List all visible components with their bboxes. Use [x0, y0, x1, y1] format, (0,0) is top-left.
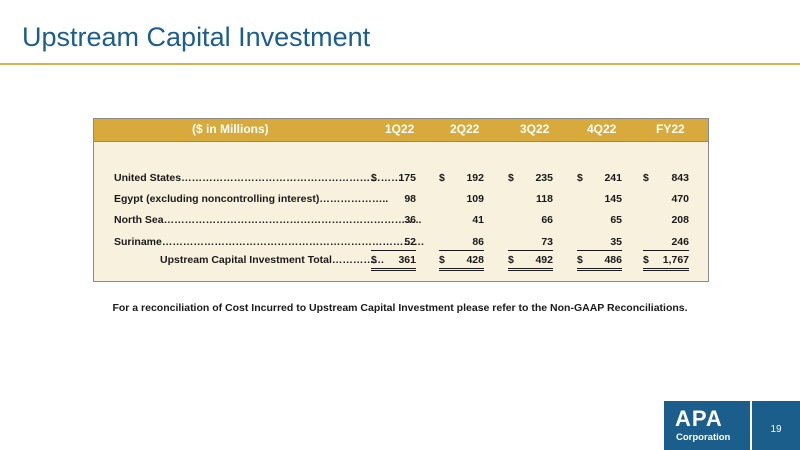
cell-1q22: 36: [404, 214, 416, 226]
header-3q22: 3Q22: [520, 122, 550, 136]
row-label: Suriname…………………………………………………………………: [114, 236, 425, 248]
cell-3q22: 66: [541, 214, 553, 226]
cell-2q22: $428: [439, 252, 484, 271]
row-label: United States………………………………………………………: [114, 172, 402, 184]
apa-logo: APA Corporation: [664, 401, 750, 450]
cell-fy22: 470: [671, 193, 689, 205]
cell-2q22: 41: [472, 214, 484, 226]
capital-investment-table: ($ in Millions) 1Q22 2Q22 3Q22 4Q22 FY22…: [93, 118, 709, 282]
page-number-box: 19: [752, 401, 800, 450]
logo-subtext: Corporation: [676, 432, 731, 443]
header-4q22: 4Q22: [587, 122, 617, 136]
table-row-total: Upstream Capital Investment Total…………… $…: [94, 252, 708, 271]
row-label: Egypt (excluding noncontrolling interest…: [114, 193, 389, 205]
table-row: Egypt (excluding noncontrolling interest…: [94, 191, 708, 209]
row-label: North Sea………………………………………………………………..: [114, 214, 422, 226]
header-1q22: 1Q22: [385, 122, 415, 136]
cell-3q22: 118: [536, 193, 553, 205]
table-row: North Sea……………………………………………………………….. 36 4…: [94, 212, 708, 230]
cell-3q22: $235: [508, 172, 553, 184]
table-header-row: ($ in Millions) 1Q22 2Q22 3Q22 4Q22 FY22: [94, 119, 708, 142]
reconciliation-note: For a reconciliation of Cost Incurred to…: [112, 302, 688, 314]
header-units: ($ in Millions): [192, 122, 269, 136]
row-label: Upstream Capital Investment Total……………: [160, 254, 385, 266]
logo-text: APA: [675, 406, 723, 431]
cell-4q22: 145: [604, 193, 622, 205]
page-title: Upstream Capital Investment: [22, 22, 371, 52]
cell-4q22: $486: [577, 252, 622, 271]
title-divider: [0, 63, 800, 65]
cell-1q22: $361: [371, 252, 416, 271]
cell-4q22: $241: [577, 172, 622, 184]
header-2q22: 2Q22: [450, 122, 480, 136]
cell-4q22: 35: [577, 234, 622, 251]
cell-fy22: 246: [643, 234, 689, 251]
table-row: United States……………………………………………………… $175 …: [94, 170, 708, 188]
cell-3q22: 73: [508, 234, 553, 251]
cell-fy22: $843: [643, 172, 689, 184]
cell-2q22: 86: [439, 234, 484, 251]
cell-fy22: 208: [671, 214, 689, 226]
cell-2q22: $192: [439, 172, 484, 184]
cell-fy22: $1,767: [643, 252, 689, 271]
table-row: Suriname………………………………………………………………… 52 86 …: [94, 234, 708, 252]
cell-4q22: 65: [610, 214, 622, 226]
header-fy22: FY22: [656, 122, 685, 136]
cell-1q22: $175: [371, 172, 416, 184]
cell-1q22: 52: [371, 234, 416, 251]
cell-1q22: 98: [404, 193, 416, 205]
cell-2q22: 109: [466, 193, 484, 205]
page-number: 19: [770, 424, 782, 435]
cell-3q22: $492: [508, 252, 553, 271]
